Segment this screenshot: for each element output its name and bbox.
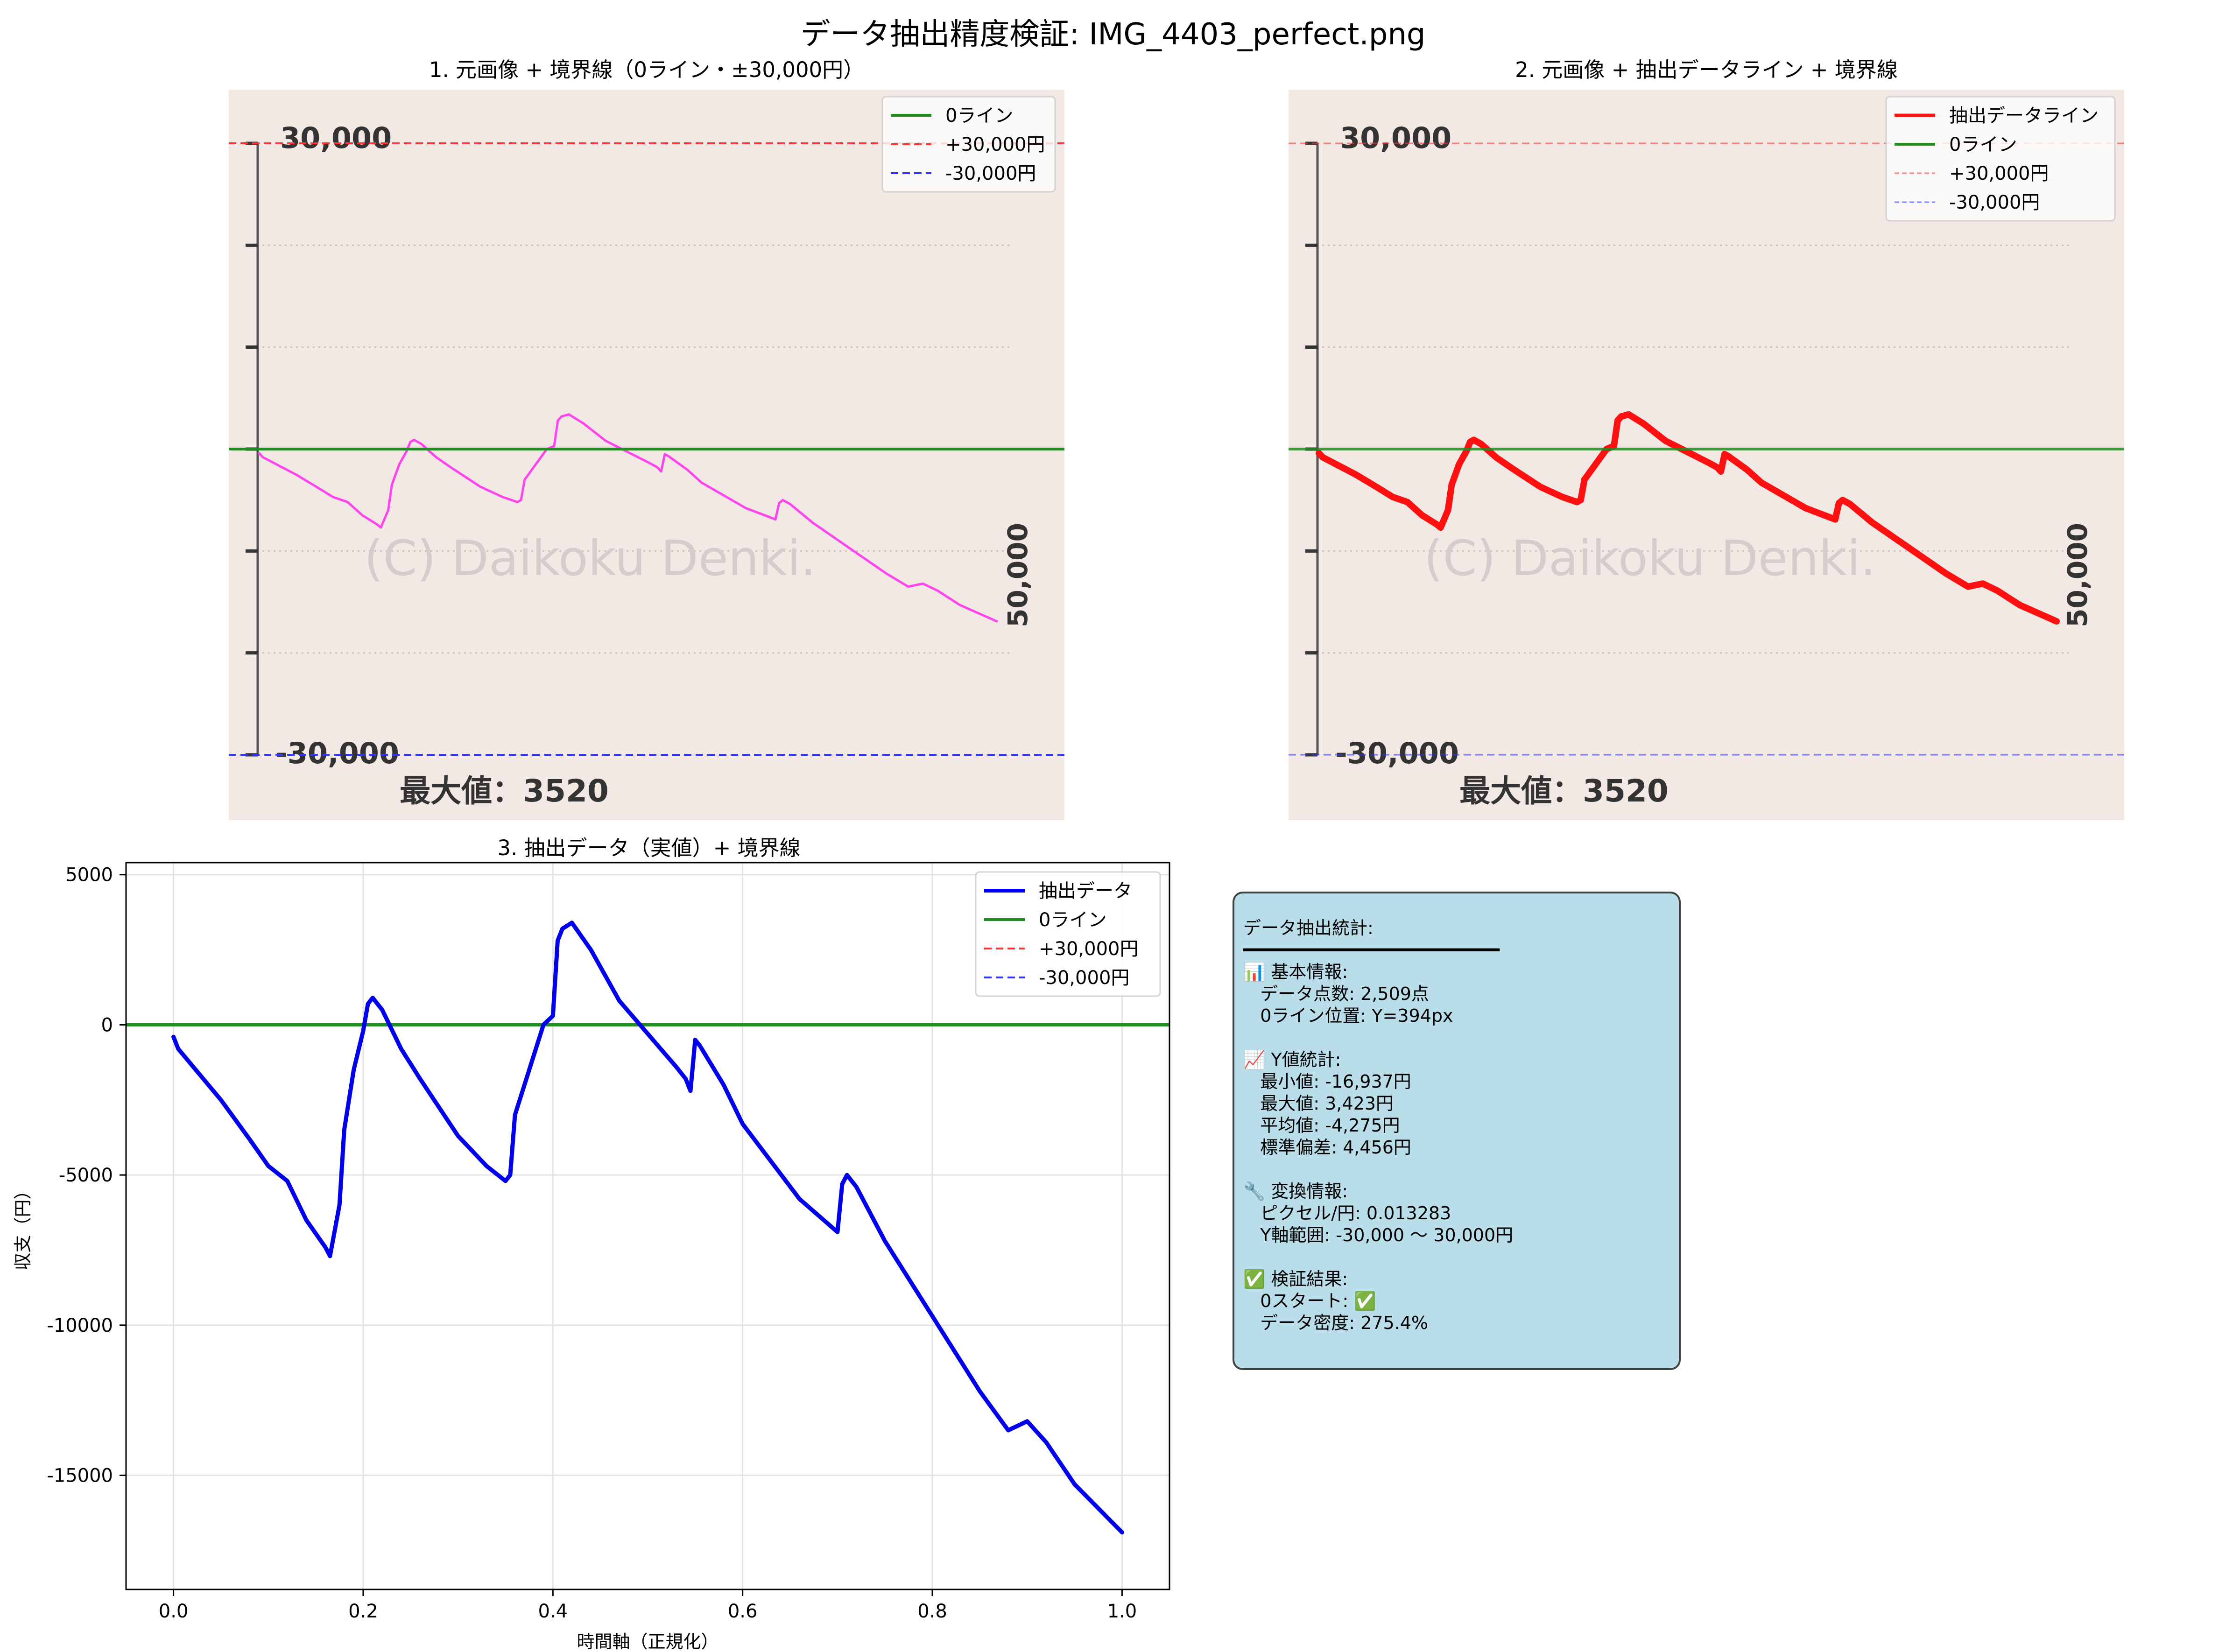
stats-text: データ抽出統計: ━━━━━━━━━━━━━━━━━━━━━━━━ 📊 基本情報… (1243, 917, 1673, 1334)
image-data-line (1316, 411, 2060, 625)
y-tick-label: 5000 (65, 865, 113, 886)
legend-frame (881, 96, 1056, 193)
x-axis-label: 時間軸（正規化） (577, 1631, 719, 1652)
axes-frame (125, 862, 1170, 1590)
legend-frame (1885, 96, 2116, 222)
legend: 0ライン +30,000円 -30,000円 (881, 96, 1056, 193)
stats-verify-title: ✅ 検証結果: (1243, 1269, 1348, 1289)
stats-density: データ密度: 275.4% (1260, 1313, 1429, 1333)
y-tick-label: 0 (101, 1014, 113, 1036)
legend-frame (975, 871, 1161, 997)
image-top-label: 30,000 (1340, 121, 1451, 155)
y-tick-label: -15000 (47, 1465, 113, 1487)
image-watermark: (C) Daikoku Denki. (364, 530, 816, 587)
image-watermark: (C) Daikoku Denki. (1424, 530, 1876, 587)
stats-header: データ抽出統計: (1243, 918, 1374, 938)
stats-rule: ━━━━━━━━━━━━━━━━━━━━━━━━ (1243, 940, 1500, 960)
image-max-label: 最大値：3520 (400, 773, 609, 809)
image-top-label: 30,000 (280, 121, 392, 155)
stats-min: 最小値: -16,937円 (1260, 1071, 1411, 1092)
panel3-axes: 0.0 0.2 0.4 0.6 0.8 1.0 5000 0 -5000 -10000 -15000… (13, 862, 1170, 1652)
stats-points: データ点数: 2,509点 (1260, 984, 1429, 1004)
x-tick-label: 1.0 (1107, 1601, 1137, 1622)
legend-label: -30,000円 (1949, 192, 2040, 213)
image-background (229, 90, 1064, 820)
legend-label: 0ライン (1949, 134, 2017, 155)
x-tick-label: 0.4 (538, 1601, 568, 1622)
image-max-label: 最大値：3520 (1459, 773, 1669, 809)
panel2-title: 2. 元画像 + 抽出データライン + 境界線 (1515, 57, 1898, 82)
data-line (171, 921, 1124, 1535)
stats-basic-title: 📊 基本情報: (1243, 962, 1348, 982)
stats-box (1233, 892, 1681, 1370)
panel1-image: 30,000 -30,000 50,000 (C) Daikoku Denki. 最大値… (229, 90, 1064, 820)
stats-zero-start: 0スタート: ✅ (1260, 1291, 1376, 1311)
image-right-label: 50,000 (2062, 523, 2093, 627)
legend-label: +30,000円 (945, 134, 1045, 155)
y-tick-label: -5000 (59, 1165, 113, 1186)
panel1-title: 1. 元画像 + 境界線（0ライン・±30,000円） (429, 57, 865, 82)
figure-title: データ抽出精度検証: IMG_4403_perfect.png (800, 17, 1426, 52)
legend: 抽出データ 0ライン +30,000円 -30,000円 (975, 871, 1161, 997)
y-tick-label: -10000 (47, 1315, 113, 1336)
stats-max: 最大値: 3,423円 (1260, 1093, 1394, 1114)
x-tick-label: 0.8 (917, 1601, 947, 1622)
x-tick-label: 0.0 (159, 1601, 189, 1622)
legend-label: 抽出データ (1039, 880, 1132, 902)
legend-label: 抽出データライン (1949, 105, 2099, 127)
stats-std: 標準偏差: 4,456円 (1260, 1137, 1411, 1158)
image-bottom-label: -30,000 (1335, 736, 1459, 770)
legend: 抽出データライン 0ライン +30,000円 -30,000円 (1885, 96, 2116, 222)
legend-label: 0ライン (945, 105, 1013, 127)
panel2-image: 30,000 -30,000 50,000 (C) Daikoku Denki. 最大値… (1289, 90, 2124, 820)
legend-label: +30,000円 (1949, 163, 2049, 184)
x-tick-label: 0.2 (348, 1601, 378, 1622)
image-right-label: 50,000 (1002, 523, 1034, 627)
stats-y-title: 📈 Y値統計: (1243, 1049, 1341, 1070)
legend-label: -30,000円 (1039, 967, 1129, 989)
panel3-title: 3. 抽出データ（実値）+ 境界線 (497, 836, 801, 860)
stats-y-range: Y軸範囲: -30,000 〜 30,000円 (1260, 1225, 1514, 1245)
stats-zero-pos: 0ライン位置: Y=394px (1260, 1005, 1453, 1026)
legend-label: +30,000円 (1039, 938, 1138, 960)
y-axis-label: 収支（円） (13, 1181, 33, 1270)
x-tick-label: 0.6 (728, 1601, 758, 1622)
stats-conv-title: 🔧 変換情報: (1243, 1181, 1348, 1202)
image-data-line (258, 413, 998, 623)
image-bottom-label: -30,000 (275, 736, 399, 770)
stats-px-per-yen: ピクセル/円: 0.013283 (1260, 1203, 1451, 1223)
legend-label: 0ライン (1039, 909, 1106, 931)
stats-mean: 平均値: -4,275円 (1260, 1115, 1400, 1136)
legend-label: -30,000円 (945, 163, 1036, 184)
